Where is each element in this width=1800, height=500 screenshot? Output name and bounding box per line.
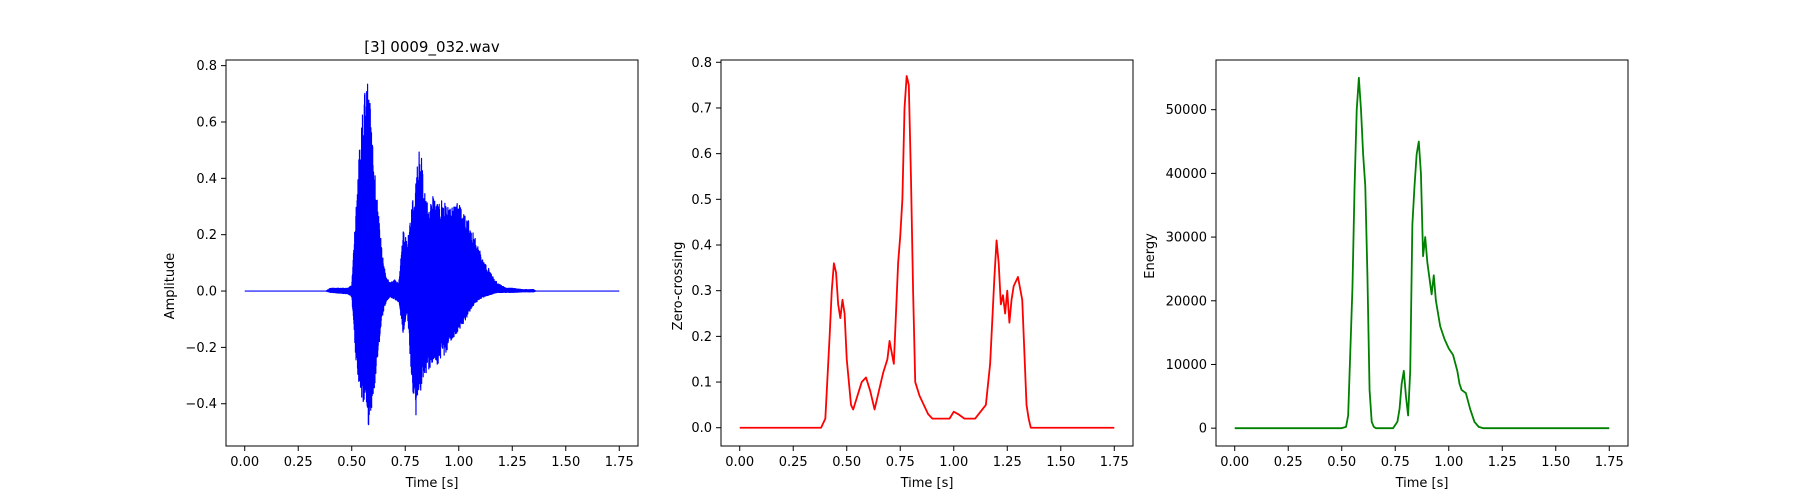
amplitude-x-tick-label: 1.75: [605, 455, 634, 470]
zero-crossing-x-axis-label: Time [s]: [900, 476, 954, 491]
amplitude-y-tick-label: 0.8: [196, 59, 217, 74]
zero-crossing-x-tick-label: 0.75: [886, 455, 915, 470]
amplitude-y-tick-label: 0.2: [196, 228, 217, 243]
amplitude-x-tick-label: 1.00: [444, 455, 473, 470]
energy-x-tick-label: 1.50: [1541, 455, 1570, 470]
zero-crossing-x-tick-label: 0.25: [779, 455, 808, 470]
zero-crossing-y-tick-label: 0.5: [691, 193, 712, 208]
energy-x-tick-label: 1.75: [1595, 455, 1624, 470]
amplitude-y-tick-label: 0.6: [196, 115, 217, 130]
zero-crossing-x-tick-label: 1.25: [993, 455, 1022, 470]
zero-crossing-y-axis-label: Zero-crossing: [671, 242, 686, 331]
zero-crossing-y-tick-label: 0.2: [691, 330, 712, 345]
amplitude-x-tick-label: 1.25: [498, 455, 527, 470]
energy-y-tick-label: 40000: [1166, 167, 1207, 182]
energy-y-axis-label: Energy: [1143, 233, 1158, 279]
amplitude-plot-frame: [225, 59, 639, 447]
zero-crossing-series-line: [739, 75, 1115, 429]
zero-crossing-y-tick-label: 0.3: [691, 284, 712, 299]
amplitude-y-tick-label: 0.4: [196, 172, 217, 187]
zero-crossing-x-tick-label: 1.00: [939, 455, 968, 470]
energy-x-tick-label: 0.75: [1381, 455, 1410, 470]
energy-x-tick-label: 1.00: [1434, 455, 1463, 470]
energy-x-tick-label: 1.25: [1488, 455, 1517, 470]
energy-x-tick-label: 0.25: [1274, 455, 1303, 470]
amplitude-chart-title: [3] 0009_032.wav: [364, 38, 500, 57]
amplitude-y-tick-label: −0.2: [185, 341, 217, 356]
energy-plot-frame: [1215, 59, 1629, 447]
zero-crossing-y-tick-label: 0.7: [691, 101, 712, 116]
energy-y-tick-label: 0: [1199, 422, 1207, 437]
amplitude-x-tick-label: 0.25: [284, 455, 313, 470]
amplitude-x-tick-label: 0.75: [391, 455, 420, 470]
amplitude-y-tick-label: −0.4: [185, 397, 217, 412]
amplitude-x-axis-label: Time [s]: [405, 476, 459, 491]
zero-crossing-y-tick-label: 0.6: [691, 147, 712, 162]
amplitude-y-tick-label: 0.0: [196, 285, 217, 300]
amplitude-x-tick-label: 0.00: [230, 455, 259, 470]
energy-x-axis-label: Time [s]: [1395, 476, 1449, 491]
zero-crossing-plot-frame: [720, 59, 1134, 447]
energy-x-tick-label: 0.50: [1327, 455, 1356, 470]
energy-y-tick-label: 10000: [1166, 358, 1207, 373]
zero-crossing-x-tick-label: 1.75: [1100, 455, 1129, 470]
zero-crossing-y-tick-label: 0.4: [691, 239, 712, 254]
amplitude-series-line: [244, 83, 620, 426]
zero-crossing-x-tick-label: 0.50: [832, 455, 861, 470]
amplitude-panel: [3] 0009_032.wav Time [s] Amplitude 0.00…: [163, 38, 639, 491]
amplitude-x-tick-label: 1.50: [551, 455, 580, 470]
energy-y-tick-label: 50000: [1166, 103, 1207, 118]
zero-crossing-y-tick-label: 0.1: [691, 376, 712, 391]
zero-crossing-y-tick-label: 0.8: [691, 56, 712, 71]
amplitude-y-axis-label: Amplitude: [163, 253, 178, 320]
zero-crossing-y-tick-label: 0.0: [691, 421, 712, 436]
energy-panel: Time [s] Energy 0.00 0.25 0.50 0.75 1.00 1.25…: [1143, 59, 1629, 491]
energy-y-tick-label: 20000: [1166, 294, 1207, 309]
energy-series-line: [1234, 76, 1610, 430]
energy-x-tick-label: 0.00: [1220, 455, 1249, 470]
zero-crossing-x-tick-label: 0.00: [725, 455, 754, 470]
zero-crossing-x-tick-label: 1.50: [1046, 455, 1075, 470]
zero-crossing-panel: Time [s] Zero-crossing 0.00 0.25 0.50 0.75 1…: [671, 56, 1134, 491]
amplitude-x-tick-label: 0.50: [337, 455, 366, 470]
energy-y-tick-label: 30000: [1166, 231, 1207, 246]
